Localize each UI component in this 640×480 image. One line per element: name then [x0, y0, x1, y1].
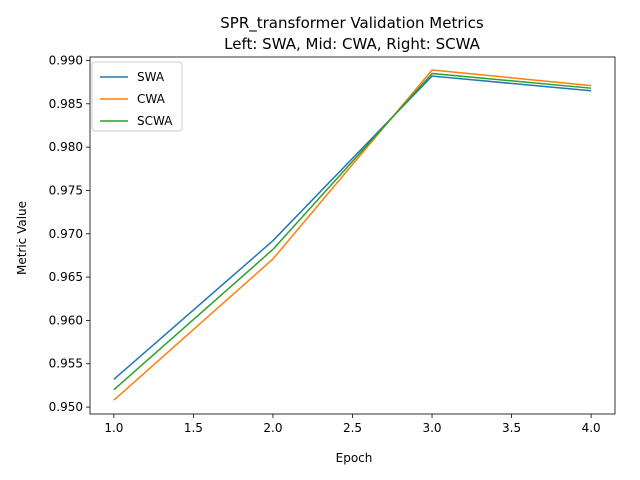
y-tick-label: 0.980 [49, 140, 83, 154]
legend-label: SCWA [137, 114, 173, 128]
series-line-swa [113, 75, 592, 380]
y-axis: 0.950 0.955 0.960 0.965 0.970 0.975 0.980 0.985… [49, 53, 90, 414]
series-line-scwa [113, 72, 592, 391]
x-axis: 1.0 1.5 2.0 2.5 3.0 3.5 4.0 [104, 414, 601, 435]
legend-label: CWA [137, 92, 166, 106]
y-tick-label: 0.965 [49, 270, 83, 284]
x-axis-label: Epoch [336, 451, 373, 465]
x-tick-label: 2.5 [343, 421, 362, 435]
chart-subtitle: Left: SWA, Mid: CWA, Right: SCWA [224, 35, 480, 53]
legend-box [91, 61, 183, 132]
x-tick-label: 3.0 [422, 421, 441, 435]
x-tick-label: 1.5 [184, 421, 203, 435]
legend: SWA CWA SCWA [91, 61, 183, 132]
legend-label: SWA [137, 70, 165, 84]
x-tick-label: 3.5 [502, 421, 521, 435]
x-tick-label: 1.0 [104, 421, 123, 435]
x-tick-label: 2.0 [263, 421, 282, 435]
y-tick-label: 0.990 [49, 53, 83, 67]
y-tick-label: 0.955 [49, 357, 83, 371]
chart-title: SPR_transformer Validation Metrics [220, 14, 484, 33]
series-line-cwa [113, 69, 592, 401]
y-axis-label: Metric Value [15, 201, 29, 275]
y-tick-label: 0.960 [49, 313, 83, 327]
x-tick-label: 4.0 [582, 421, 601, 435]
series-lines [113, 69, 592, 401]
y-tick-label: 0.985 [49, 97, 83, 111]
y-tick-label: 0.950 [49, 400, 83, 414]
y-tick-label: 0.970 [49, 227, 83, 241]
y-tick-label: 0.975 [49, 183, 83, 197]
